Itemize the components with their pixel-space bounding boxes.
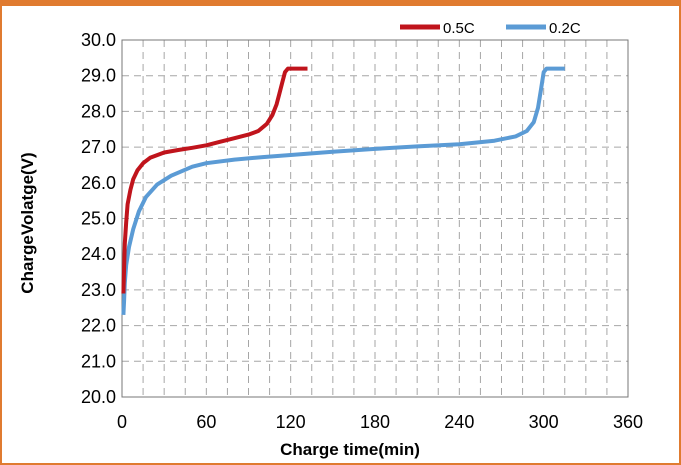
series-layer <box>121 66 565 315</box>
legend-label-0.5C: 0.5C <box>443 20 475 37</box>
x-tick-label: 0 <box>117 412 127 432</box>
x-tick-label: 60 <box>196 412 216 432</box>
x-axis-title: Charge time(min) <box>280 440 420 459</box>
x-tick-label: 240 <box>444 412 474 432</box>
x-axis-tick-labels: 0 60 120 180 240 300 360 <box>117 412 643 432</box>
y-tick-label: 24.0 <box>81 244 116 264</box>
grid-lines <box>122 40 628 397</box>
y-tick-label: 20.0 <box>81 387 116 407</box>
y-tick-label: 22.0 <box>81 316 116 336</box>
y-tick-label: 27.0 <box>81 137 116 157</box>
series-line-0.5C <box>121 66 308 294</box>
y-tick-label: 25.0 <box>81 209 116 229</box>
y-tick-label: 28.0 <box>81 101 116 121</box>
y-tick-label: 23.0 <box>81 280 116 300</box>
y-tick-label: 30.0 <box>81 30 116 50</box>
x-tick-label: 120 <box>276 412 306 432</box>
x-tick-label: 360 <box>613 412 643 432</box>
y-tick-label: 26.0 <box>81 173 116 193</box>
y-axis-title: ChargeVolatge(V) <box>18 152 37 293</box>
y-tick-label: 21.0 <box>81 351 116 371</box>
series-line-0.2C <box>121 66 565 315</box>
x-tick-label: 180 <box>360 412 390 432</box>
x-tick-label: 300 <box>529 412 559 432</box>
legend: 0.5C 0.2C <box>400 20 581 37</box>
plot-area-border <box>121 39 629 398</box>
legend-label-0.2C: 0.2C <box>549 20 581 37</box>
y-tick-label: 29.0 <box>81 66 116 86</box>
y-axis-tick-labels: 20.0 21.0 22.0 23.0 24.0 25.0 26.0 27.0 28.0 29.0… <box>81 30 116 407</box>
